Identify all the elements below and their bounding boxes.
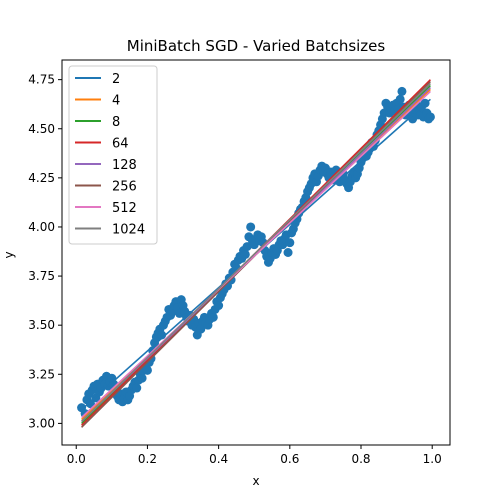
scatter-point [242, 242, 252, 252]
legend-label-64: 64 [112, 137, 129, 152]
y-tick-label: 3.75 [28, 269, 55, 283]
series-line-512 [81, 90, 431, 419]
chart-title: MiniBatch SGD - Varied Batchsizes [127, 37, 386, 55]
scatter-point [214, 301, 224, 311]
scatter-point [397, 86, 407, 96]
x-tick-label: 0.8 [351, 452, 370, 466]
scatter-point [395, 94, 405, 104]
y-axis-label: y [2, 251, 16, 258]
x-tick-label: 0.4 [209, 452, 228, 466]
legend-label-4: 4 [112, 94, 120, 109]
y-tick-label: 4.00 [28, 220, 55, 234]
legend-label-8: 8 [112, 115, 120, 130]
scatter-point [246, 222, 256, 232]
legend: 2 4 8 64 128 256 512 1024 [68, 65, 158, 245]
y-tick-label: 4.50 [28, 122, 55, 136]
y-tick-label: 3.00 [28, 416, 55, 430]
scatter-point [142, 365, 152, 375]
axes-layer: 0.0 0.2 0.4 0.6 0.8 1.0 3.00 3.25 3.50 3.75 4.00 4.… [28, 59, 451, 466]
x-tick-label: 0.0 [67, 452, 86, 466]
x-axis-label: x [252, 474, 259, 488]
legend-label-2: 2 [112, 72, 120, 87]
axes-frame [61, 59, 451, 446]
x-tick-label: 0.6 [280, 452, 299, 466]
legend-box [68, 65, 158, 245]
scatter-point [208, 312, 218, 322]
scatter-point [285, 238, 295, 248]
scatter-point [240, 249, 250, 259]
legend-label-256: 256 [112, 180, 137, 195]
y-tick-label: 3.50 [28, 318, 55, 332]
scatter-point [132, 383, 142, 393]
y-tick-label: 4.25 [28, 171, 55, 185]
legend-label-512: 512 [112, 201, 137, 216]
y-tick-label: 3.25 [28, 367, 55, 381]
scatter-point [283, 248, 293, 257]
scatter-point [425, 112, 435, 122]
fit-lines-layer [81, 79, 431, 428]
y-tick-label: 4.75 [28, 73, 55, 87]
x-tick-label: 0.2 [138, 452, 157, 466]
scatter-point [137, 373, 147, 383]
legend-label-1024: 1024 [112, 223, 145, 238]
x-tick-label: 1.0 [423, 452, 442, 466]
series-line-1024 [81, 82, 431, 423]
legend-label-128: 128 [112, 158, 137, 173]
scatter-point [196, 324, 206, 334]
